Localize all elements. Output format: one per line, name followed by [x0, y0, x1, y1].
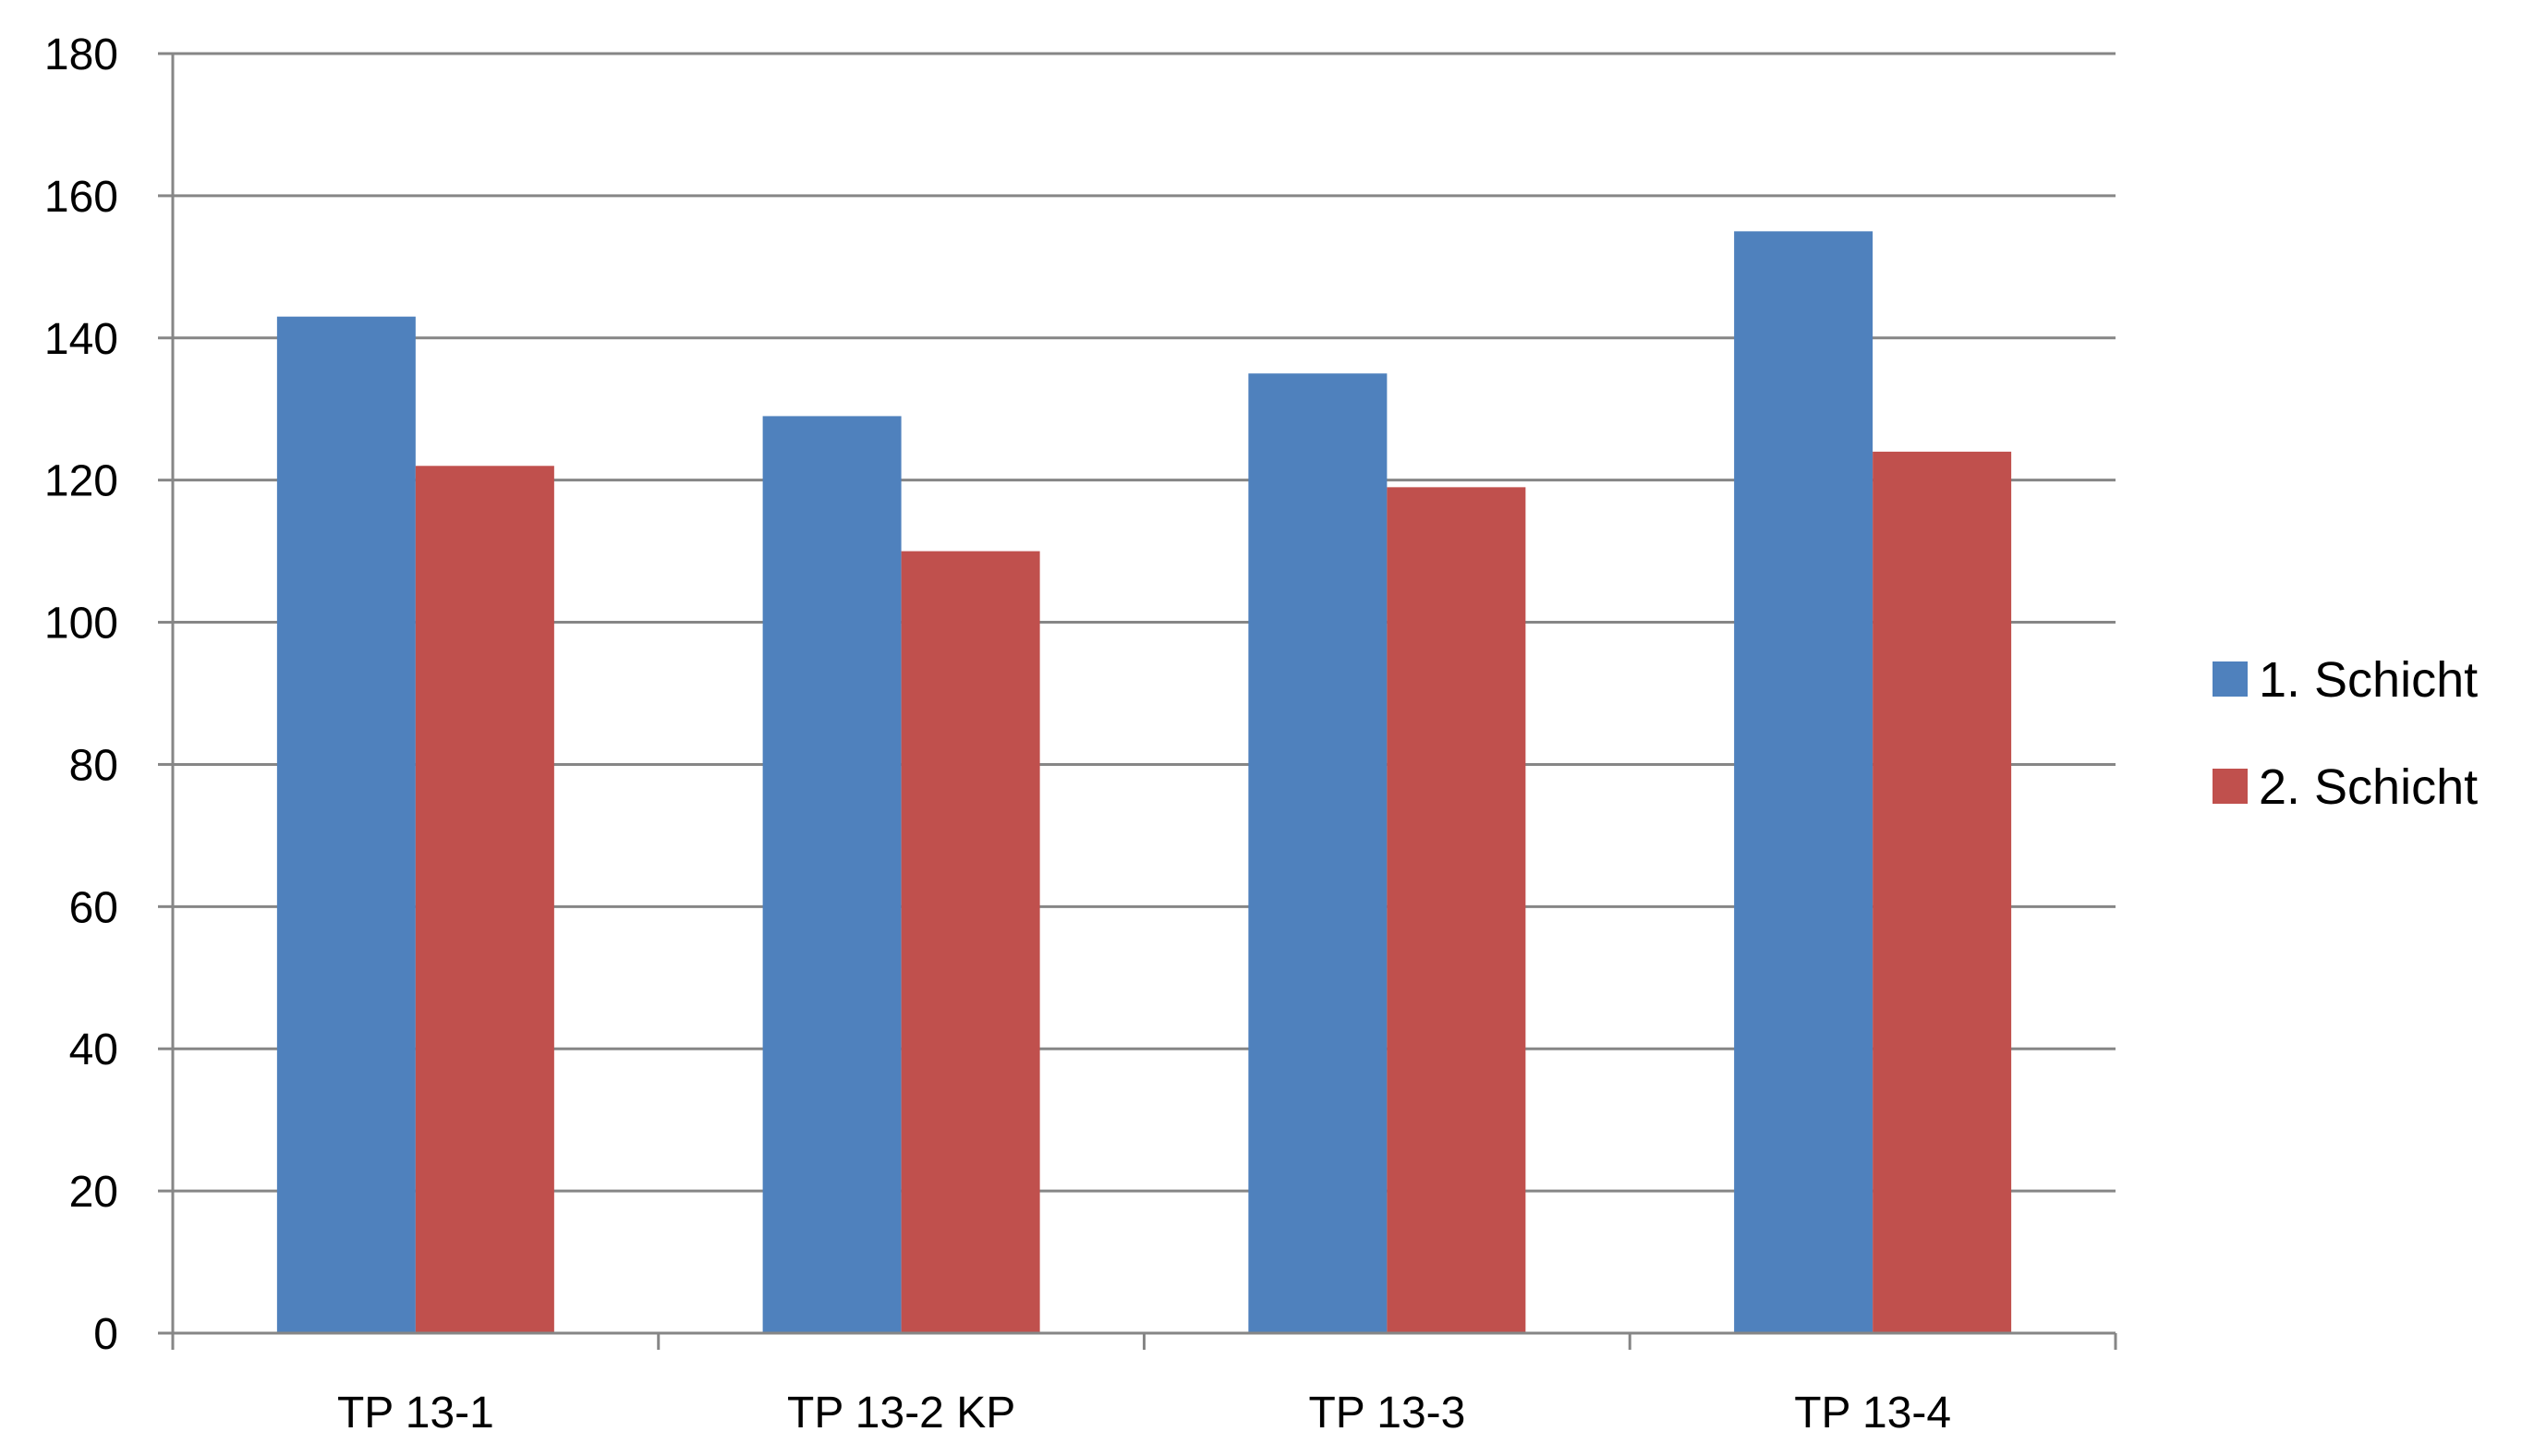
bar-1-1 [276, 316, 416, 1333]
y-tick-label: 60 [69, 883, 118, 932]
y-tick-label: 180 [44, 30, 118, 79]
y-tick-label: 0 [93, 1310, 118, 1359]
legend-label-1: 1. Schicht [2259, 652, 2478, 708]
x-tick-label: TP 13-3 [1308, 1389, 1465, 1438]
y-tick-label: 80 [69, 741, 118, 790]
legend: 1. Schicht 2. Schicht [2213, 652, 2478, 815]
y-tick-label: 140 [44, 315, 118, 364]
y-tick-label: 160 [44, 173, 118, 222]
x-tick-label: TP 13-1 [337, 1389, 494, 1438]
bar-1-3 [1248, 373, 1388, 1333]
y-tick-label: 20 [69, 1168, 118, 1217]
x-axis-tick-labels: TP 13-1 TP 13-2 KP TP 13-3 TP 13-4 [337, 1389, 1951, 1438]
bar-2-2 [901, 551, 1040, 1333]
x-tick-label: TP 13-4 [1794, 1389, 1951, 1438]
x-tick-label: TP 13-2 KP [787, 1389, 1015, 1438]
bar-1-4 [1734, 231, 1873, 1334]
axes [158, 52, 2117, 1350]
y-axis-tick-labels: 0 20 40 60 80 100 120 140 160 180 [44, 30, 118, 1359]
y-tick-label: 100 [44, 600, 118, 649]
bar-2-1 [415, 466, 554, 1333]
bar-2-3 [1387, 487, 1526, 1333]
y-tick-label: 120 [44, 457, 118, 506]
legend-label-2: 2. Schicht [2259, 759, 2478, 815]
legend-swatch-2 [2213, 769, 2248, 804]
bars [276, 231, 2012, 1334]
legend-swatch-1 [2213, 661, 2248, 697]
y-tick-label: 40 [69, 1025, 118, 1074]
bar-1-2 [762, 416, 902, 1334]
bar-2-4 [1873, 451, 2012, 1333]
